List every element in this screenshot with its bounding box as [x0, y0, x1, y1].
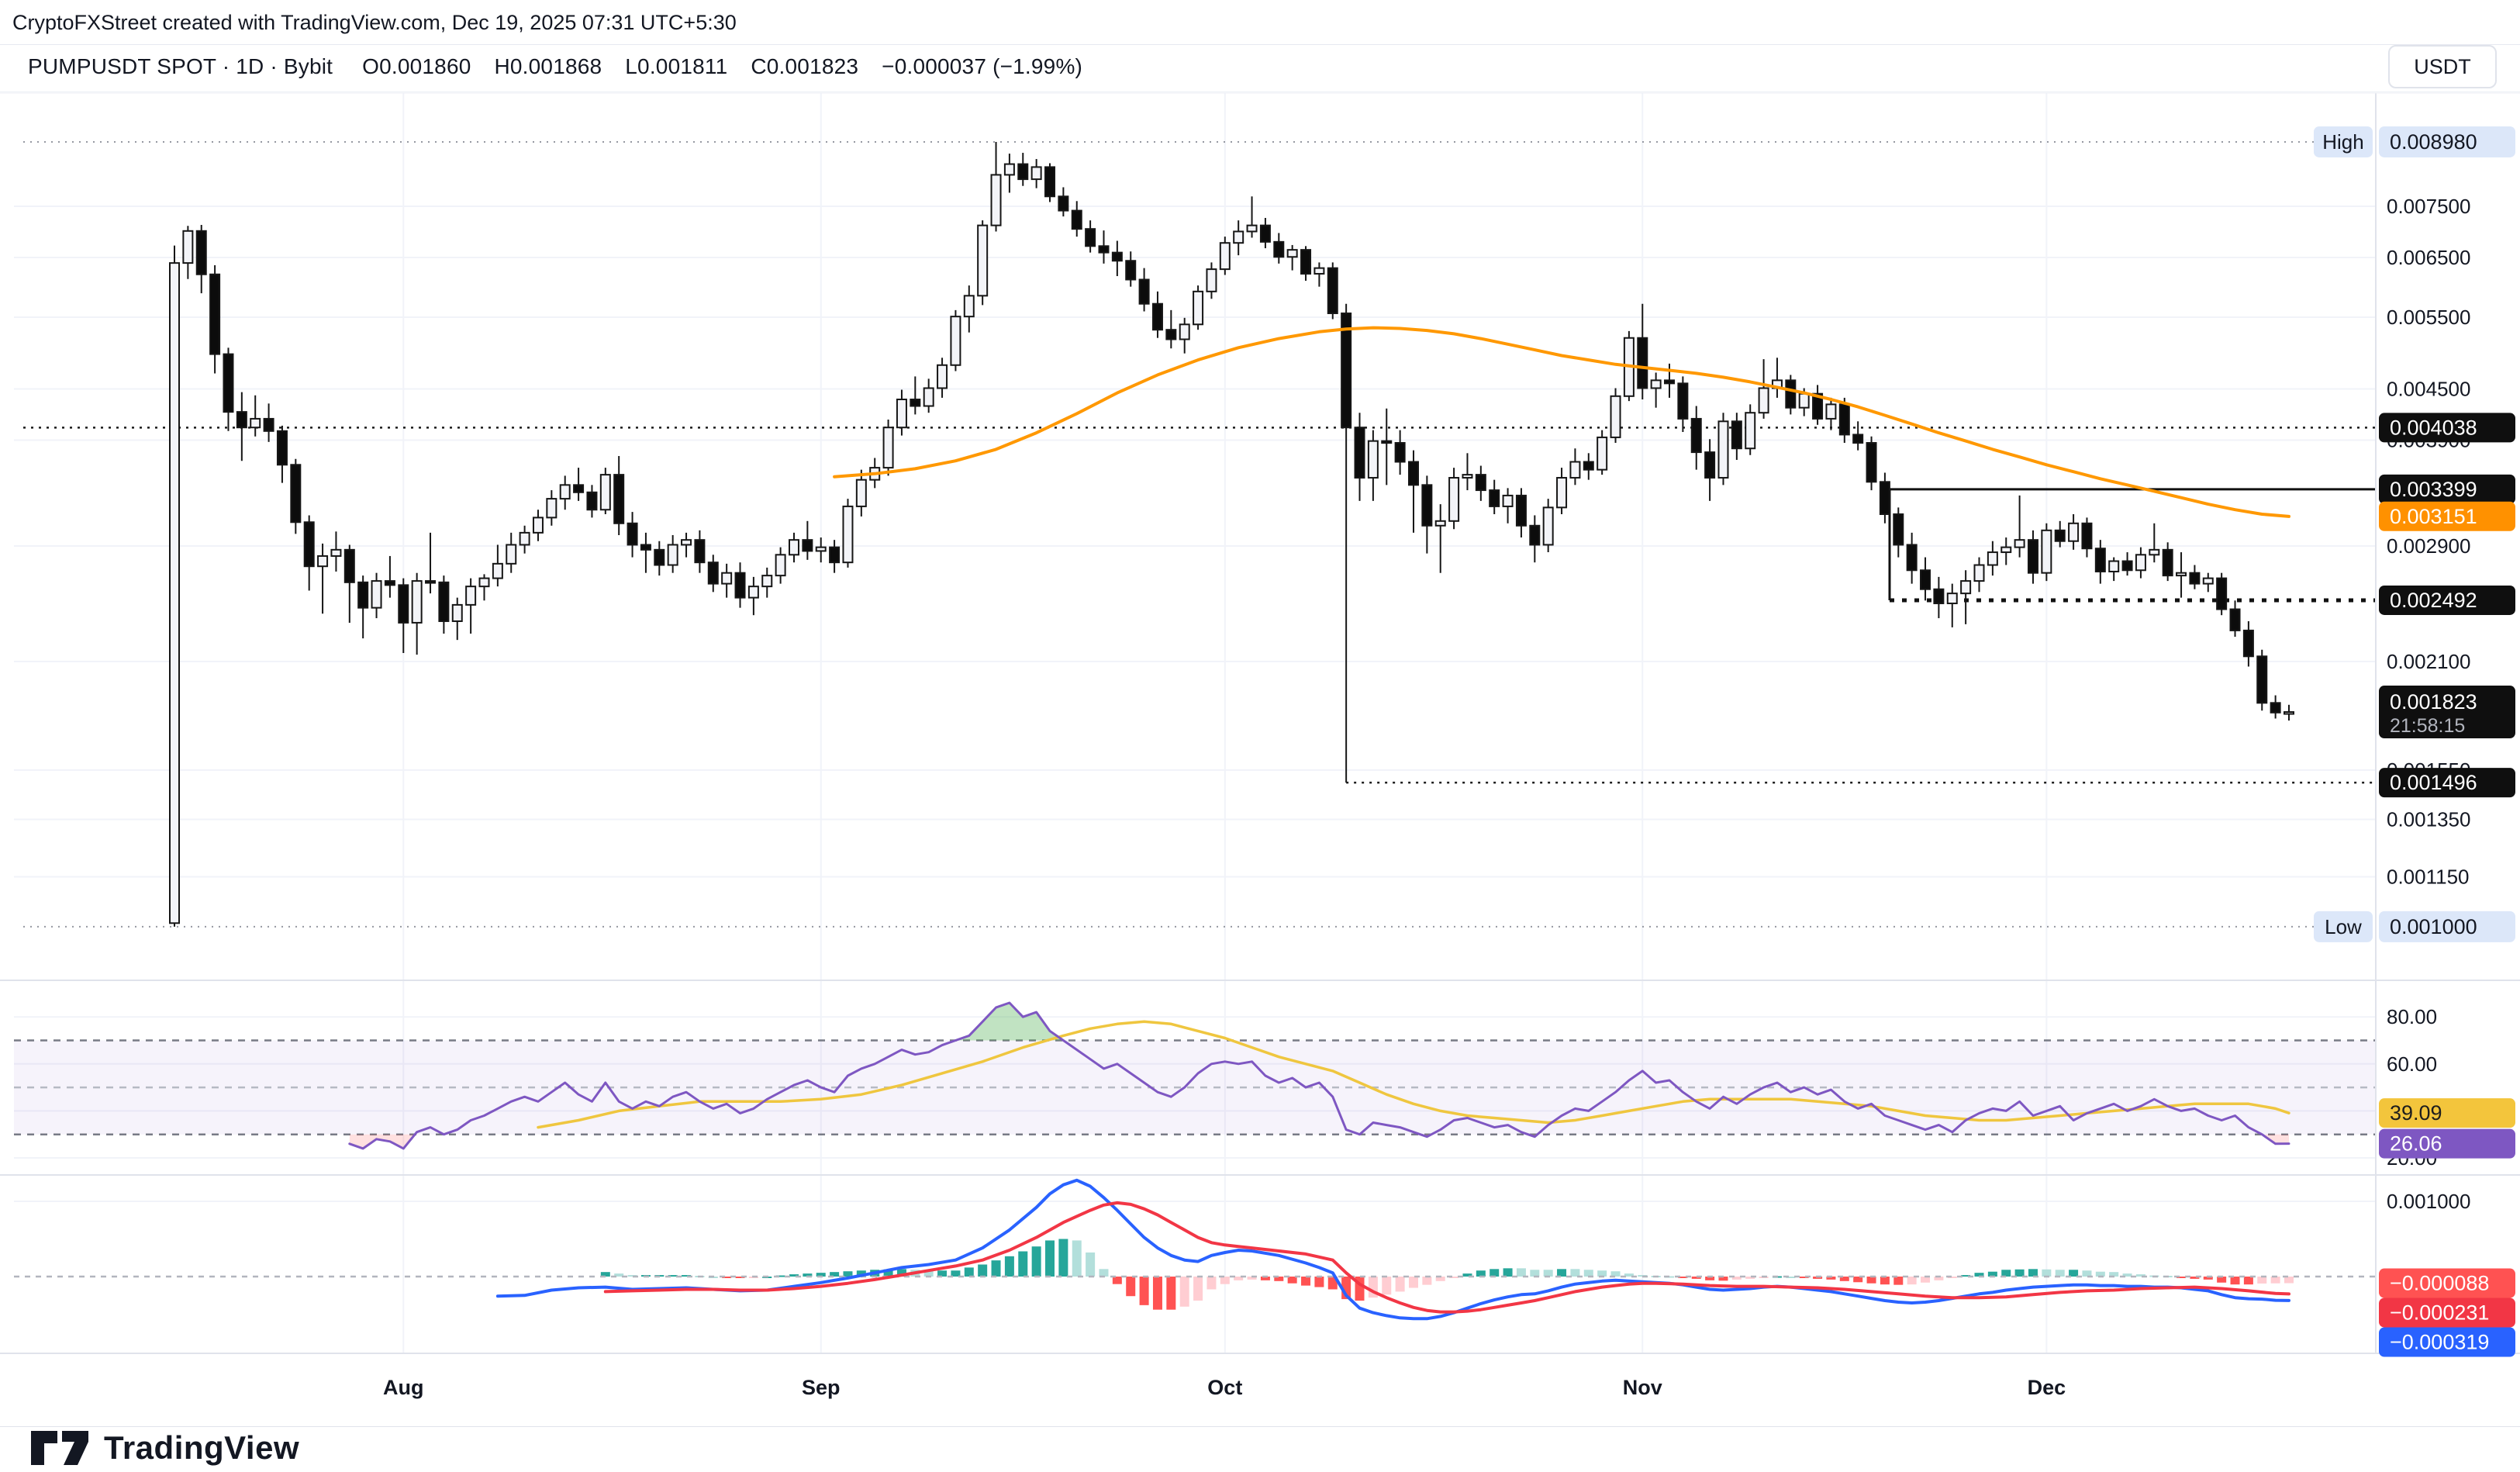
- macd-pane: [14, 1178, 2376, 1321]
- svg-text:−0.000231: −0.000231: [2390, 1301, 2489, 1325]
- legend-high: H0.001868: [494, 54, 602, 78]
- rsi-line: [348, 1001, 2290, 1150]
- svg-text:0.002100: 0.002100: [2387, 650, 2470, 673]
- tradingview-logo[interactable]: TradingView: [29, 1429, 299, 1467]
- symbol-title[interactable]: PUMPUSDT SPOT · 1D · Bybit: [28, 54, 333, 78]
- svg-text:0.001150: 0.001150: [2387, 865, 2470, 888]
- svg-text:0.001000: 0.001000: [2387, 1190, 2470, 1213]
- svg-text:−0.000319: −0.000319: [2390, 1331, 2489, 1354]
- time-axis-label-sep: Sep: [802, 1376, 841, 1399]
- svg-text:0.004038: 0.004038: [2390, 416, 2477, 439]
- svg-text:0.001000: 0.001000: [2390, 915, 2477, 938]
- tradingview-logo-icon: [31, 1431, 88, 1465]
- legend-close: C0.001823: [751, 54, 859, 78]
- svg-text:21:58:15: 21:58:15: [2390, 715, 2465, 737]
- price-pane: [23, 140, 2376, 928]
- legend-low: L0.001811: [625, 54, 728, 78]
- time-axis[interactable]: Aug Sep Oct Nov Dec: [383, 1376, 2066, 1399]
- legend-change: −0.000037 (−1.99%): [882, 54, 1083, 78]
- time-axis-label-nov: Nov: [1623, 1376, 1662, 1399]
- macd-signal-line: [603, 1201, 2290, 1314]
- time-axis-label-aug: Aug: [383, 1376, 423, 1399]
- svg-text:0.002900: 0.002900: [2387, 534, 2470, 558]
- attribution-text: CryptoFXStreet created with TradingView.…: [12, 11, 737, 34]
- header-divider: [0, 44, 2520, 45]
- rsi-ma-line: [537, 1020, 2290, 1129]
- svg-text:0.005500: 0.005500: [2387, 306, 2470, 329]
- currency-unit-button[interactable]: USDT: [2388, 45, 2497, 88]
- rsi-pane: [14, 1001, 2376, 1150]
- chart-area[interactable]: 0.0075000.0065000.0055000.0045000.003900…: [0, 92, 2520, 1428]
- currency-unit-label: USDT: [2414, 54, 2471, 78]
- sma-line: [833, 326, 2290, 518]
- svg-text:60.00: 60.00: [2387, 1052, 2437, 1076]
- svg-text:0.008980: 0.008980: [2390, 130, 2477, 154]
- svg-text:0.002492: 0.002492: [2390, 589, 2477, 612]
- svg-text:0.007500: 0.007500: [2387, 195, 2470, 218]
- price-axis[interactable]: 0.0075000.0065000.0055000.0045000.003900…: [0, 92, 2520, 1428]
- svg-text:High: High: [2322, 130, 2363, 154]
- svg-text:80.00: 80.00: [2387, 1005, 2437, 1028]
- svg-text:0.001496: 0.001496: [2390, 771, 2477, 794]
- tradingview-logo-text: TradingView: [104, 1429, 300, 1466]
- macd-line: [495, 1178, 2290, 1321]
- legend-open: O0.001860: [362, 54, 471, 78]
- svg-text:0.003151: 0.003151: [2390, 505, 2477, 528]
- time-axis-label-dec: Dec: [2028, 1376, 2066, 1399]
- time-axis-label-oct: Oct: [1207, 1376, 1242, 1399]
- symbol-legend[interactable]: PUMPUSDT SPOT · 1D · Bybit O0.001860 H0.…: [28, 54, 1099, 79]
- svg-text:0.001823: 0.001823: [2390, 690, 2477, 714]
- svg-text:0.003399: 0.003399: [2390, 478, 2477, 501]
- svg-text:0.006500: 0.006500: [2387, 246, 2470, 269]
- svg-text:0.001350: 0.001350: [2387, 808, 2470, 831]
- svg-text:26.06: 26.06: [2390, 1132, 2442, 1156]
- svg-text:39.09: 39.09: [2390, 1101, 2442, 1125]
- svg-text:Low: Low: [2325, 915, 2362, 938]
- svg-text:0.004500: 0.004500: [2387, 377, 2470, 400]
- gridlines: [14, 93, 2376, 1353]
- svg-text:−0.000088: −0.000088: [2390, 1272, 2489, 1295]
